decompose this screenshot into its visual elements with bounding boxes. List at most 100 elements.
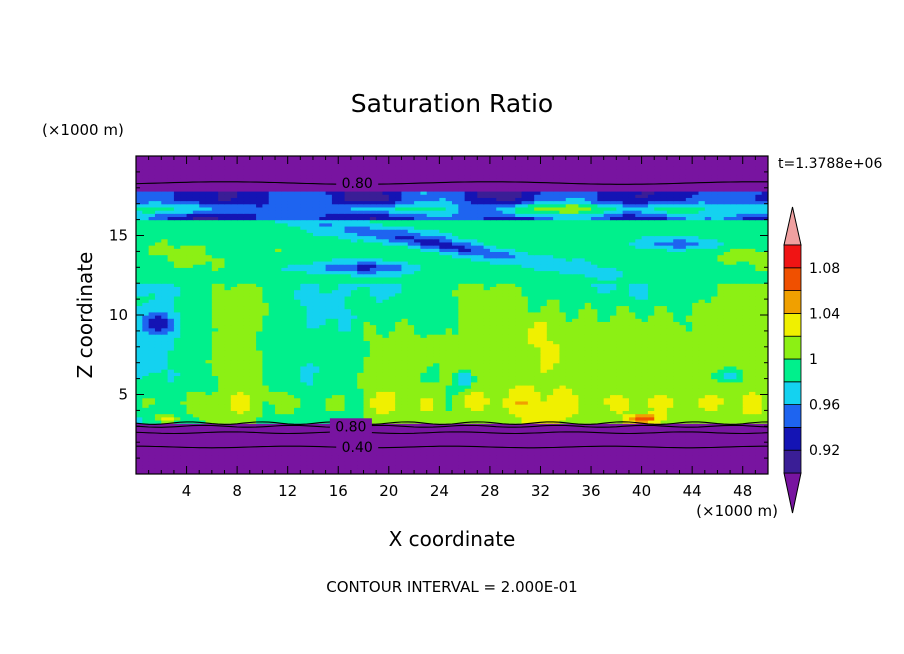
field-cell — [470, 321, 478, 326]
field-cell — [628, 337, 636, 342]
field-cell — [502, 432, 510, 437]
field-cell — [692, 375, 700, 380]
field-cell — [553, 365, 561, 370]
field-cell — [527, 343, 535, 348]
field-cell — [610, 442, 617, 446]
field-cell — [167, 397, 175, 402]
field-cell — [268, 318, 276, 322]
field-cell — [167, 337, 175, 342]
field-cell — [527, 334, 535, 338]
field-cell — [344, 432, 352, 437]
field-cell — [192, 454, 200, 459]
field-cell — [452, 451, 459, 456]
field-cell — [660, 391, 668, 396]
field-cell — [597, 397, 605, 402]
field-cell — [666, 362, 674, 367]
field-cell — [692, 423, 700, 427]
field-cell — [553, 340, 561, 345]
field-cell — [161, 454, 169, 459]
field-cell — [388, 426, 396, 431]
field-cell — [268, 397, 276, 402]
field-cell — [148, 464, 156, 469]
field-cell — [553, 439, 561, 443]
field-cell — [622, 340, 630, 345]
field-cell — [433, 321, 440, 326]
field-cell — [344, 375, 352, 380]
field-cell — [439, 454, 447, 459]
field-cell — [534, 340, 542, 345]
field-cell — [211, 340, 219, 345]
field-cell — [761, 458, 768, 462]
field-cell — [192, 372, 200, 377]
field-cell — [230, 451, 238, 456]
field-cell — [401, 432, 409, 437]
field-cell — [736, 432, 744, 437]
field-cell — [344, 381, 352, 386]
field-cell — [420, 404, 428, 408]
field-cell — [294, 315, 301, 319]
field-cell — [199, 334, 207, 338]
field-cell — [559, 381, 567, 386]
field-cell — [230, 423, 238, 427]
field-cell — [167, 461, 175, 466]
field-cell — [369, 324, 377, 329]
field-cell — [572, 432, 579, 437]
field-cell — [243, 365, 251, 370]
field-cell — [679, 365, 687, 370]
field-cell — [167, 340, 175, 345]
field-cell — [717, 388, 725, 392]
field-cell — [407, 365, 415, 370]
field-cell — [180, 410, 188, 415]
field-cell — [616, 467, 624, 472]
field-cell — [521, 353, 529, 357]
field-cell — [464, 378, 472, 383]
field-cell — [749, 372, 756, 377]
field-cell — [420, 445, 428, 450]
field-cell — [180, 439, 188, 443]
field-cell — [426, 439, 434, 443]
field-cell — [736, 334, 744, 338]
field-cell — [534, 362, 542, 367]
field-cell — [464, 400, 472, 405]
field-cell — [433, 404, 440, 408]
field-cell — [243, 429, 251, 434]
field-cell — [281, 356, 289, 361]
field-cell — [647, 337, 655, 342]
field-cell — [704, 324, 712, 329]
field-cell — [673, 394, 681, 399]
field-cell — [338, 324, 346, 329]
field-cell — [312, 467, 320, 472]
field-cell — [173, 346, 181, 351]
field-cell — [300, 397, 308, 402]
field-cell — [243, 337, 251, 342]
field-cell — [610, 340, 617, 345]
field-cell — [173, 388, 181, 392]
field-cell — [268, 423, 276, 427]
field-cell — [489, 423, 497, 427]
field-cell — [180, 375, 188, 380]
field-cell — [426, 388, 434, 392]
field-cell — [553, 337, 561, 342]
field-cell — [761, 410, 768, 415]
field-cell — [243, 394, 251, 399]
field-cell — [711, 391, 719, 396]
field-cell — [218, 337, 226, 342]
field-cell — [654, 400, 662, 405]
field-cell — [249, 321, 257, 326]
field-cell — [275, 432, 282, 437]
field-cell — [496, 384, 504, 389]
field-cell — [546, 464, 554, 469]
field-cell — [546, 384, 554, 389]
field-cell — [401, 435, 409, 440]
field-cell — [749, 451, 756, 456]
field-cell — [723, 416, 731, 421]
field-cell — [382, 458, 390, 462]
field-cell — [312, 375, 320, 380]
field-cell — [470, 378, 478, 383]
field-cell — [224, 353, 232, 357]
field-cell — [300, 381, 308, 386]
field-cell — [654, 410, 662, 415]
field-cell — [376, 416, 384, 421]
field-cell — [161, 340, 169, 345]
field-cell — [698, 435, 706, 440]
